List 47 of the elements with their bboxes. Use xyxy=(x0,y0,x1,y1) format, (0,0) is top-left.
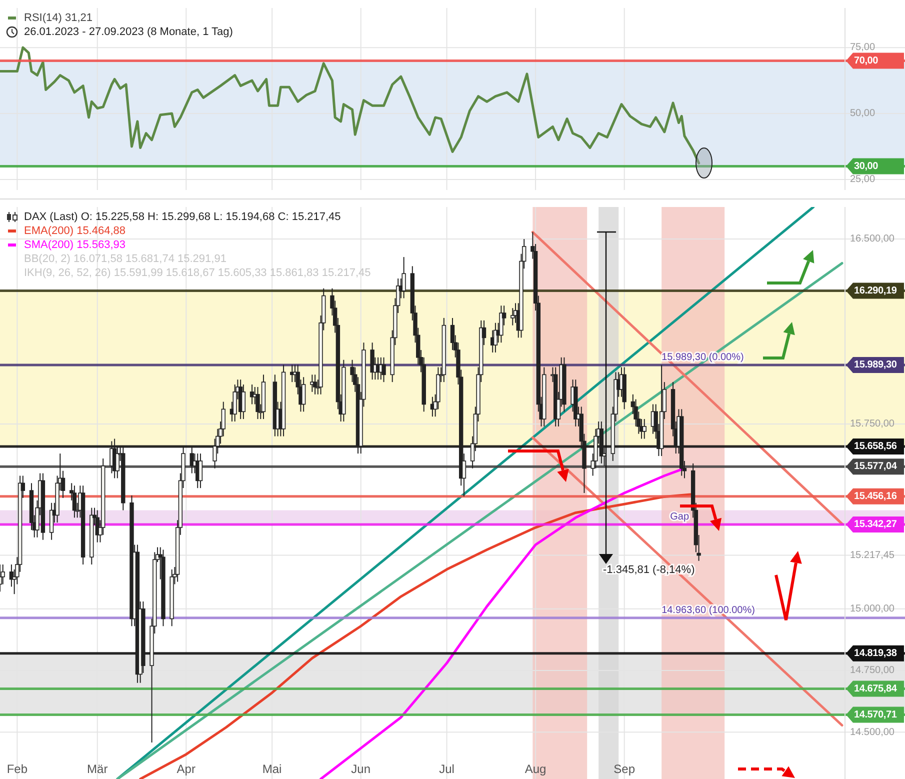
label-tag: 15.658,56 xyxy=(846,438,904,454)
ref-line-label: 70,00 xyxy=(854,55,879,66)
legend-label: EMA(200) 15.464,88 xyxy=(24,224,126,237)
candlestick xyxy=(382,356,386,383)
ref-line-label: 14.819,38 xyxy=(854,648,898,660)
x-tick-label: Sep xyxy=(614,762,636,776)
legend-label: RSI(14) 31,21 xyxy=(24,12,92,24)
x-tick-label: Jun xyxy=(351,762,371,776)
x-tick-label: Feb xyxy=(6,762,28,776)
annotation: -1.345,81 (-8,14%) xyxy=(603,564,695,576)
y-tick-label: 16.500,00 xyxy=(850,234,895,245)
y-tick-label: 15.000,00 xyxy=(850,604,895,615)
legend-label: SMA(200) 15.563,93 xyxy=(24,238,126,251)
candlestick xyxy=(198,453,203,489)
ref-line-label: 15.456,16 xyxy=(854,491,898,502)
chart-title: DAX (Last) O: 15.225,58 H: 15.299,68 L: 15.194,68 C: 15.217,45 xyxy=(24,210,341,223)
annotation: BB(20, 2) 16.071,58 15.681,74 15.291,91 xyxy=(24,252,226,265)
ref-line-label: 15.577,04 xyxy=(854,461,898,472)
x-tick-label: Mär xyxy=(87,762,108,776)
ref-line-label: 14.570,71 xyxy=(854,709,898,720)
y-tick-label: 14.750,00 xyxy=(850,665,895,676)
x-tick-label: Jul xyxy=(439,762,454,776)
annotation: IKH(9, 26, 52, 26) 15.591,99 15.618,67 15.605,33 15.861,83 15.217,45 xyxy=(24,266,371,279)
ref-line-label: 15.342,27 xyxy=(854,519,898,530)
y-tick-label: 15.217,45 xyxy=(850,550,895,561)
x-tick-label: Apr xyxy=(176,762,196,776)
x-tick-label: Aug xyxy=(524,762,546,776)
y-tick-label: 75,00 xyxy=(850,42,876,54)
ref-line-label: 16.290,19 xyxy=(854,285,898,296)
ref-line-label: 15.658,56 xyxy=(854,441,898,452)
annotation: Gap xyxy=(670,511,690,522)
label-tag: 14.570,71 xyxy=(846,706,904,723)
candlestick xyxy=(72,485,77,518)
candlestick xyxy=(370,342,374,380)
ref-line-label: 15.989,30 xyxy=(854,360,898,371)
y-tick-label: 15.750,00 xyxy=(850,418,895,430)
text: 26.01.2023 - 27.09.2023 (8 Monate, 1 Tag) xyxy=(24,26,233,38)
ref-line-label: 14.675,84 xyxy=(854,683,898,694)
candlestick xyxy=(499,305,504,344)
candlestick xyxy=(241,384,246,420)
ref-line-label: 30,00 xyxy=(854,160,879,172)
label-tag: 15.577,04 xyxy=(846,458,904,475)
y-tick-label: 50,00 xyxy=(850,108,876,120)
x-tick-label: Mai xyxy=(262,762,282,776)
candlestick xyxy=(402,256,406,299)
y-tick-label: 14.500,00 xyxy=(850,726,895,738)
y-tick-label: 25,00 xyxy=(850,174,876,186)
